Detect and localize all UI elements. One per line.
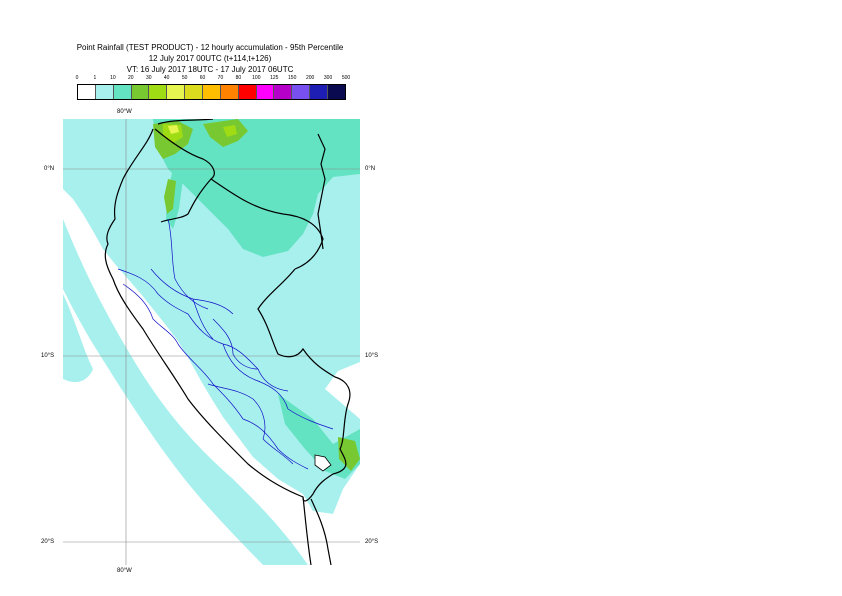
legend-threshold-label: 125 bbox=[270, 75, 279, 81]
rainfall-core-green-4 bbox=[338, 437, 360, 471]
rainfall-core-green-3 bbox=[164, 179, 176, 214]
region-line-10 bbox=[262, 438, 294, 465]
legend-threshold-label: 30 bbox=[145, 75, 152, 81]
legend-swatch-5 bbox=[167, 85, 186, 99]
lat-label-20-left: 20°S bbox=[41, 539, 55, 545]
lat-label-10-right: 10°S bbox=[365, 353, 379, 359]
lake-titicaca bbox=[314, 454, 332, 472]
rainfall-core-lime-2 bbox=[223, 125, 237, 137]
rainfall-area-medium-north bbox=[153, 119, 360, 257]
border-colombia-peru bbox=[210, 178, 324, 270]
legend-swatch-8 bbox=[220, 85, 239, 99]
title-line-3: VT: 16 July 2017 18UTC - 17 July 2017 06… bbox=[126, 65, 294, 74]
legend-threshold-label: 20 bbox=[128, 75, 134, 81]
legend-threshold-label: 1 bbox=[93, 75, 97, 81]
lat-label-0-left: 0°N bbox=[44, 166, 55, 172]
rainfall-patch-west bbox=[63, 294, 93, 383]
lat-label-0-right: 0°N bbox=[365, 166, 376, 172]
region-line-3 bbox=[167, 218, 209, 310]
title-line-2: 12 July 2017 00UTC (t+114,t+126) bbox=[148, 54, 272, 63]
map-svg bbox=[63, 119, 360, 565]
border-peru-bolivia bbox=[302, 473, 334, 502]
legend-threshold-label: 50 bbox=[181, 75, 188, 81]
legend-threshold-label: 70 bbox=[217, 75, 224, 81]
legend-threshold-label: 40 bbox=[163, 75, 170, 81]
legend-swatch-13 bbox=[310, 85, 329, 99]
region-line-6 bbox=[177, 343, 244, 420]
rainfall-area-medium-east bbox=[313, 119, 360, 174]
country-borders bbox=[104, 119, 351, 565]
coastline bbox=[104, 128, 312, 565]
region-line-13 bbox=[192, 298, 214, 340]
legend-swatch-3 bbox=[131, 85, 150, 99]
graticule bbox=[63, 119, 360, 565]
legend-swatch-1 bbox=[95, 85, 114, 99]
legend-swatch-2 bbox=[113, 85, 132, 99]
legend-swatch-6 bbox=[185, 85, 204, 99]
legend-swatch-0 bbox=[78, 85, 96, 99]
title-line-1: Point Rainfall (TEST PRODUCT) - 12 hourl… bbox=[76, 43, 344, 52]
legend-colorbar bbox=[77, 84, 346, 100]
region-line-1 bbox=[117, 268, 189, 315]
legend-threshold-label: 300 bbox=[323, 75, 333, 81]
legend-swatch-4 bbox=[149, 85, 168, 99]
region-line-2 bbox=[122, 283, 179, 345]
legend-swatch-11 bbox=[274, 85, 293, 99]
legend-threshold-label: 80 bbox=[235, 75, 242, 81]
region-line-14 bbox=[257, 368, 289, 392]
legend-swatch-10 bbox=[256, 85, 275, 99]
legend-threshold-label: 150 bbox=[288, 75, 297, 81]
rainfall-core-yellow bbox=[168, 125, 179, 134]
region-line-8 bbox=[207, 383, 266, 440]
region-line-12 bbox=[212, 318, 259, 370]
legend-threshold-label: 100 bbox=[252, 75, 261, 81]
lon-label-top: 80°W bbox=[117, 109, 132, 115]
legend-threshold-label: 0 bbox=[75, 75, 79, 81]
legend-swatch-9 bbox=[238, 85, 257, 99]
legend-swatch-12 bbox=[292, 85, 311, 99]
region-line-9 bbox=[242, 418, 309, 470]
legend-swatch-14 bbox=[328, 85, 345, 99]
border-peru-brazil bbox=[257, 268, 351, 475]
legend-swatch-7 bbox=[203, 85, 221, 99]
region-line-7 bbox=[222, 343, 289, 410]
region-borders bbox=[117, 218, 334, 470]
legend-labels: 0 1 10 20 30 40 50 60 70 80 100 125 150 200 300 500 bbox=[70, 75, 360, 85]
legend-threshold-label: 60 bbox=[199, 75, 206, 81]
legend-threshold-label: 500 bbox=[341, 75, 351, 81]
map-panel: 80°W 80°W 0°N 0°N 10°S 10°S 20°S 20°S bbox=[41, 109, 378, 574]
legend-threshold-label: 200 bbox=[305, 75, 315, 81]
lon-label-bottom: 80°W bbox=[117, 568, 132, 574]
border-bolivia-chile bbox=[310, 498, 332, 565]
lat-label-20-right: 20°S bbox=[365, 539, 379, 545]
border-colombia-venezuela-brazil bbox=[157, 119, 326, 250]
region-line-11 bbox=[287, 408, 334, 430]
legend-threshold-label: 10 bbox=[110, 75, 116, 81]
lat-label-10-left: 10°S bbox=[41, 353, 55, 359]
